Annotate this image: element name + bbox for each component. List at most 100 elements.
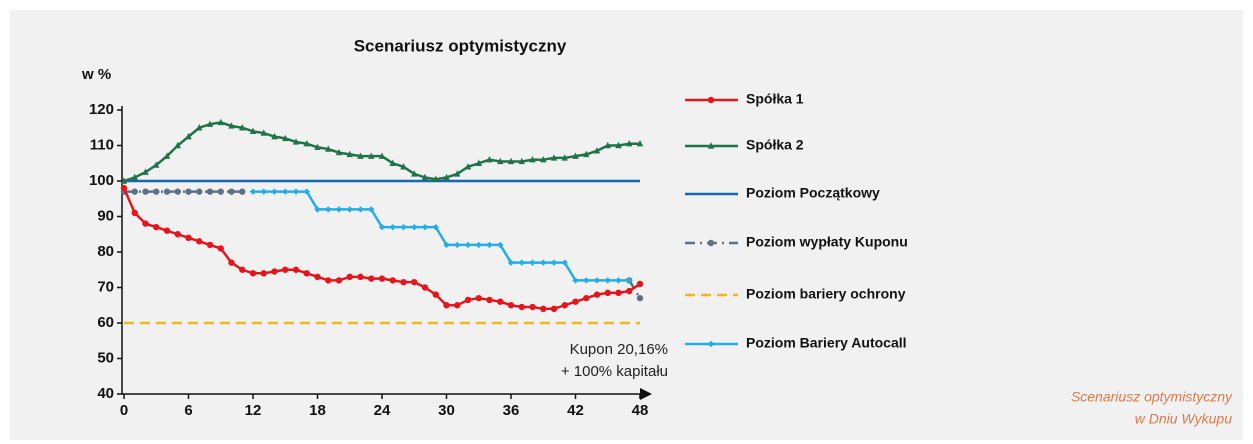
marker [292, 188, 300, 195]
series-line [124, 190, 642, 299]
marker [142, 220, 149, 227]
marker [593, 277, 601, 284]
marker [196, 238, 203, 245]
marker [707, 239, 715, 247]
marker [497, 157, 504, 165]
marker [271, 268, 278, 275]
panel [10, 10, 1243, 440]
marker [464, 241, 472, 249]
marker [486, 156, 493, 163]
marker [217, 188, 224, 195]
marker [421, 173, 429, 181]
marker [131, 188, 138, 195]
marker [626, 287, 633, 295]
marker [314, 143, 321, 150]
marker [572, 298, 579, 305]
marker [550, 305, 558, 312]
marker [615, 141, 622, 149]
marker [604, 289, 611, 297]
marker [583, 277, 590, 284]
y-tick-label: 50 [97, 349, 114, 366]
marker [249, 188, 257, 195]
marker [572, 277, 579, 284]
marker [335, 206, 343, 213]
marker [636, 140, 644, 147]
marker [636, 280, 644, 288]
marker [282, 134, 289, 142]
marker [561, 302, 568, 309]
marker [497, 241, 504, 249]
marker [475, 294, 482, 302]
marker [707, 96, 715, 104]
marker [626, 277, 633, 284]
marker [325, 277, 332, 284]
marker [378, 223, 386, 231]
marker [615, 277, 622, 284]
marker [540, 305, 547, 312]
marker [131, 209, 138, 217]
marker [303, 188, 310, 195]
marker [540, 156, 547, 163]
annotation: + 100% kapitału [561, 363, 668, 380]
marker [239, 266, 246, 273]
marker [486, 241, 493, 249]
marker [475, 159, 482, 166]
y-tick-label: 110 [90, 136, 114, 153]
marker [432, 175, 439, 182]
marker [593, 291, 601, 298]
marker [228, 122, 235, 129]
marker [206, 188, 214, 195]
series [249, 188, 633, 284]
marker [604, 277, 611, 284]
marker [411, 223, 418, 231]
marker [314, 206, 321, 213]
series [120, 118, 644, 184]
marker [142, 188, 149, 195]
marker [271, 188, 278, 195]
marker [335, 148, 343, 156]
x-tick-label: 42 [567, 402, 584, 419]
marker [389, 159, 396, 166]
marker [206, 120, 214, 127]
caption: Scenariusz optymistyczny [1071, 389, 1233, 405]
marker [120, 177, 128, 184]
marker [464, 163, 472, 170]
marker [593, 147, 601, 154]
marker [378, 152, 386, 159]
legend-label: Poziom wypłaty Kuponu [746, 234, 908, 250]
series [120, 184, 644, 312]
marker [518, 259, 525, 266]
marker [454, 241, 461, 249]
marker [260, 188, 267, 195]
marker [507, 302, 515, 309]
x-tick-label: 0 [120, 402, 128, 419]
marker [368, 275, 375, 282]
marker [550, 154, 558, 161]
marker [260, 129, 267, 136]
marker [249, 127, 257, 134]
y-tick-label: 70 [97, 278, 114, 295]
marker [163, 227, 171, 234]
marker [142, 168, 149, 175]
marker [174, 141, 181, 149]
marker [400, 278, 407, 286]
marker [357, 273, 364, 281]
marker [131, 173, 138, 181]
marker [217, 118, 224, 126]
marker [163, 188, 171, 195]
marker [561, 154, 568, 161]
marker [228, 259, 235, 266]
y-tick-label: 120 [89, 101, 114, 118]
marker [357, 152, 364, 159]
marker [378, 275, 386, 282]
marker [636, 294, 644, 302]
marker [518, 303, 525, 311]
marker [174, 231, 181, 238]
marker [357, 206, 364, 213]
marker [443, 302, 450, 309]
marker [153, 161, 160, 168]
y-tick-label: 80 [97, 243, 114, 260]
marker [454, 170, 461, 177]
marker [389, 223, 396, 231]
marker [540, 259, 547, 266]
